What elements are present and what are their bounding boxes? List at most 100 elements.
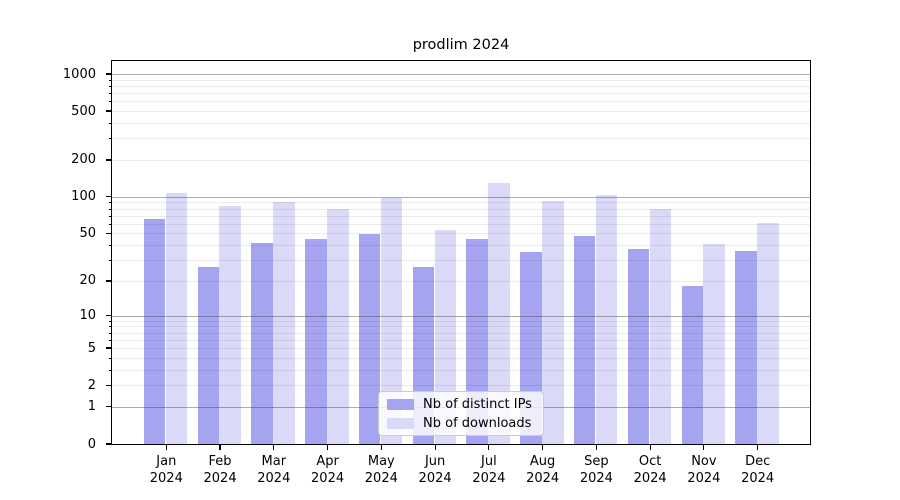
x-tick-label: Mar 2024 <box>257 454 291 486</box>
legend-label-distinct-ips: Nb of distinct IPs <box>423 396 532 412</box>
y-tick-mark <box>105 110 112 112</box>
grid-line-minor <box>112 320 810 322</box>
y-tick-label: 50 <box>79 225 96 241</box>
bar-distinct-ips <box>358 234 381 444</box>
x-tick-label: Aug 2024 <box>526 454 560 486</box>
grid-line-minor <box>112 79 810 81</box>
grid-line-minor <box>112 233 810 235</box>
x-tick-label: Nov 2024 <box>687 454 721 486</box>
grid-line-minor <box>112 280 810 282</box>
grid-line-minor <box>112 202 810 204</box>
legend-item-distinct-ips: Nb of distinct IPs <box>387 396 543 412</box>
chart-title: prodlim 2024 <box>412 37 510 53</box>
y-tick-mark <box>105 196 112 198</box>
grid-line-minor <box>112 385 810 387</box>
y-minor-tick-mark <box>108 215 112 217</box>
bar-downloads <box>326 208 349 444</box>
y-tick-label: 2 <box>87 377 96 393</box>
y-minor-tick-mark <box>108 245 112 247</box>
bar-distinct-ips <box>251 242 273 444</box>
grid-line-minor <box>112 159 810 161</box>
y-minor-tick-mark <box>108 233 112 235</box>
x-tick-mark <box>273 444 275 450</box>
y-minor-tick-mark <box>108 101 112 103</box>
y-minor-tick-mark <box>108 159 112 161</box>
y-minor-tick-mark <box>108 122 112 124</box>
y-minor-tick-mark <box>108 280 112 282</box>
grid-line-minor <box>112 122 810 124</box>
bar-distinct-ips <box>573 235 596 444</box>
grid-line-major <box>112 74 810 75</box>
grid-line-minor <box>112 348 810 350</box>
y-minor-tick-mark <box>108 202 112 204</box>
x-tick-label: Oct 2024 <box>633 454 667 486</box>
bar-distinct-ips <box>143 218 166 444</box>
grid-line-minor <box>112 369 810 371</box>
y-minor-tick-mark <box>108 348 112 350</box>
grid-line-major <box>112 196 810 198</box>
grid-line-minor <box>112 93 810 95</box>
y-minor-tick-mark <box>108 79 112 81</box>
x-tick-label: Feb 2024 <box>203 454 237 486</box>
grid-line-minor <box>112 357 810 359</box>
y-minor-tick-mark <box>108 208 112 210</box>
x-tick-label: Apr 2024 <box>311 454 345 486</box>
y-minor-tick-mark <box>108 85 112 87</box>
bar-downloads <box>649 208 672 444</box>
x-tick-mark <box>757 444 759 450</box>
y-minor-tick-mark <box>108 138 112 140</box>
y-minor-tick-mark <box>108 260 112 262</box>
grid-line-minor <box>112 215 810 217</box>
legend-swatch-distinct-ips <box>387 398 414 410</box>
grid-line-minor <box>112 101 810 103</box>
x-tick-label: Sep 2024 <box>579 454 613 486</box>
x-tick-mark <box>380 444 382 450</box>
x-tick-mark <box>326 444 329 450</box>
grid-line-minor <box>112 223 810 225</box>
bar-downloads <box>757 222 779 444</box>
grid-line-minor <box>112 85 810 87</box>
bar-distinct-ips <box>735 250 757 444</box>
x-tick-label: Dec 2024 <box>741 454 775 486</box>
bar-downloads <box>380 197 403 444</box>
bar-downloads <box>542 201 564 444</box>
grid-line-minor <box>112 208 810 210</box>
x-tick-mark <box>488 444 490 450</box>
y-minor-tick-mark <box>108 93 112 95</box>
x-tick-mark <box>434 444 436 450</box>
x-tick-mark <box>649 444 651 450</box>
y-minor-tick-mark <box>108 320 112 322</box>
x-tick-mark <box>219 444 221 450</box>
y-minor-tick-mark <box>108 385 112 387</box>
grid-line-major <box>112 315 810 317</box>
grid-line-minor <box>112 138 810 140</box>
grid-line-minor <box>112 260 810 262</box>
legend-label-downloads: Nb of downloads <box>423 415 532 431</box>
legend: Nb of distinct IPs Nb of downloads <box>378 391 544 436</box>
grid-line-minor <box>112 245 810 247</box>
y-minor-tick-mark <box>108 223 112 225</box>
x-tick-mark <box>165 444 167 450</box>
bar-distinct-ips <box>305 238 327 444</box>
bar-downloads <box>219 206 242 444</box>
grid-line-minor <box>112 326 810 328</box>
y-minor-tick-mark <box>108 332 112 334</box>
legend-swatch-downloads <box>387 417 414 429</box>
y-tick-mark <box>105 314 112 317</box>
bar-distinct-ips <box>681 286 703 444</box>
y-minor-tick-mark <box>108 326 112 328</box>
x-tick-mark <box>595 444 597 450</box>
x-tick-label: Jun 2024 <box>418 454 452 486</box>
grid-line-minor <box>112 111 810 113</box>
y-tick-label: 20 <box>79 273 96 289</box>
y-minor-tick-mark <box>108 111 112 113</box>
y-tick-mark <box>105 406 112 408</box>
legend-item-downloads: Nb of downloads <box>387 415 543 431</box>
x-tick-mark <box>542 444 544 450</box>
y-minor-tick-mark <box>108 369 112 371</box>
y-tick-label: 1000 <box>62 66 96 82</box>
bar-downloads <box>703 243 725 444</box>
x-tick-label: Jul 2024 <box>472 454 506 486</box>
bar-distinct-ips <box>197 267 220 444</box>
y-minor-tick-mark <box>108 339 112 341</box>
